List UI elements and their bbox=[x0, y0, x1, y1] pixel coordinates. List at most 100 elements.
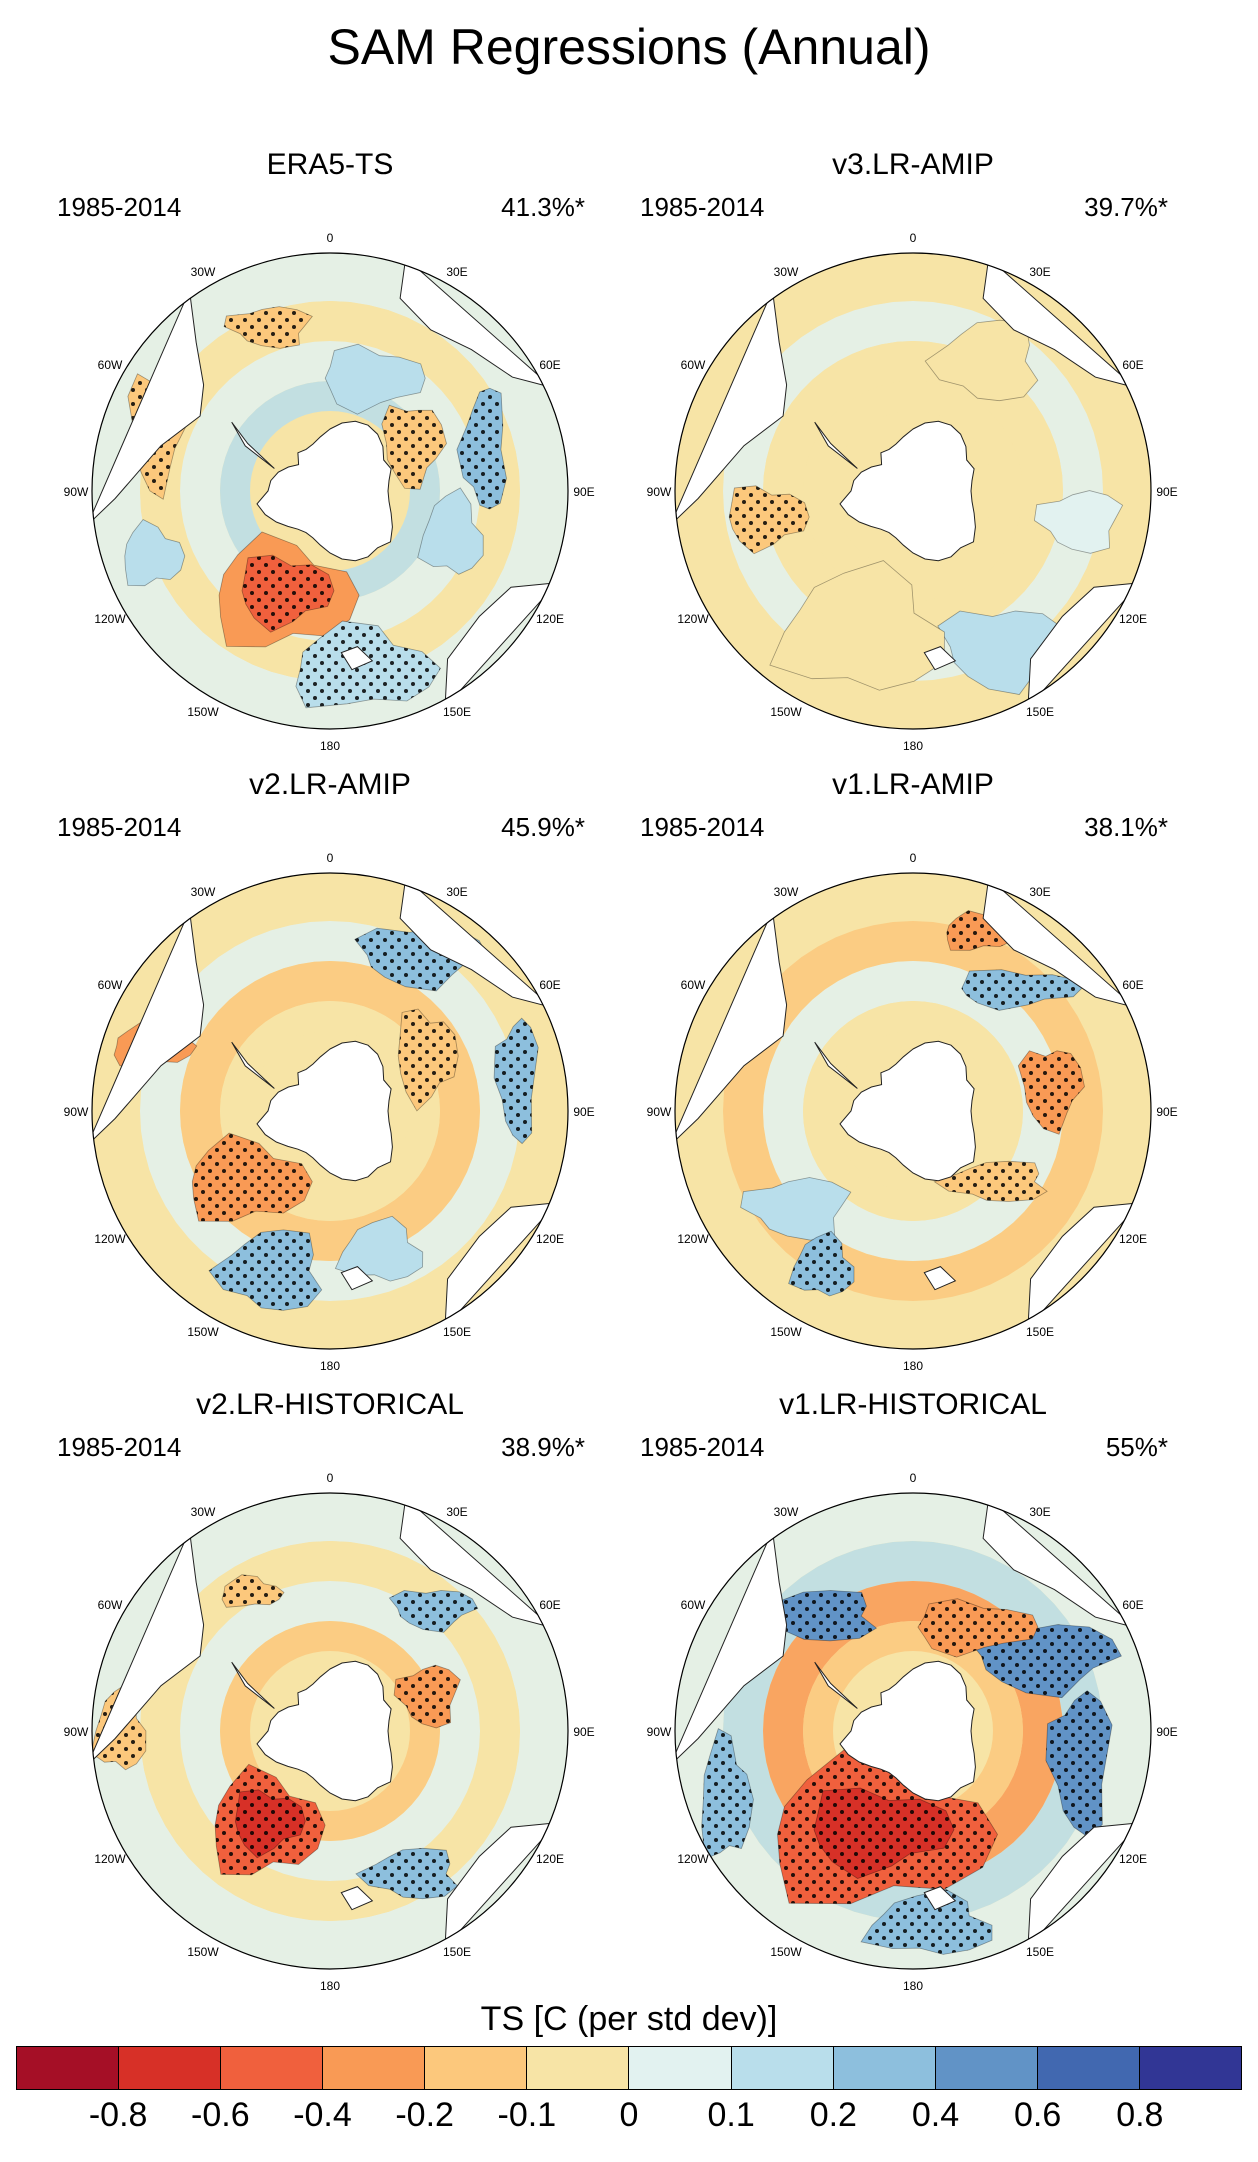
map-panel-era5: ERA5-TS 1985-2014 41.3%* 0 30E 60E 90E 120E 1… bbox=[45, 148, 615, 768]
longitude-label: 30E bbox=[446, 885, 467, 899]
longitude-label: 180 bbox=[320, 1359, 340, 1373]
longitude-label: 60E bbox=[539, 978, 560, 992]
longitude-label: 60E bbox=[1122, 358, 1143, 372]
longitude-label: 0 bbox=[327, 851, 334, 865]
significance-stipple bbox=[235, 1789, 306, 1858]
longitude-label: 90E bbox=[1156, 1105, 1177, 1119]
longitude-label: 150W bbox=[770, 705, 802, 719]
colorbar-tick-label: -0.2 bbox=[395, 2096, 454, 2134]
longitude-label: 30W bbox=[774, 1505, 799, 1519]
south-america-land bbox=[675, 288, 788, 526]
colorbar-tick-label: 0 bbox=[619, 2096, 639, 2134]
significance-stipple bbox=[701, 1728, 754, 1859]
colorbar-tick-label: 0.6 bbox=[1014, 2096, 1062, 2134]
antarctic-peninsula-land bbox=[814, 1661, 858, 1709]
polar-map: 0 30E 60E 90E 120E 150E 180 150W 120W 90W 60W 30W bbox=[647, 231, 1178, 753]
polar-map: 0 30E 60E 90E 120E 150E 180 150W 120W 90W 60W 30W bbox=[64, 851, 595, 1373]
significance-stipple bbox=[295, 621, 441, 708]
longitude-label: 120E bbox=[536, 1852, 564, 1866]
colorbar-tick-label: 0.2 bbox=[809, 2096, 857, 2134]
significance-stipple bbox=[1018, 1050, 1085, 1135]
significance-stipple bbox=[788, 1231, 854, 1296]
antarctica-land bbox=[839, 1660, 976, 1802]
new-zealand-land bbox=[340, 1886, 374, 1911]
panel-period: 1985-2014 bbox=[57, 812, 182, 842]
longitude-label: 150W bbox=[187, 705, 219, 719]
significance-stipple bbox=[224, 306, 313, 349]
anomaly-region bbox=[769, 560, 945, 691]
panel-period: 1985-2014 bbox=[640, 1432, 765, 1462]
colorbar-label: TS [C (per std dev)] bbox=[480, 2000, 778, 2038]
australia-land bbox=[444, 582, 559, 709]
south-america-land bbox=[675, 1528, 788, 1766]
panel-period: 1985-2014 bbox=[640, 192, 765, 222]
longitude-label: 30E bbox=[1029, 265, 1050, 279]
new-zealand-land bbox=[923, 646, 957, 671]
significance-stipple bbox=[456, 388, 507, 509]
colorbar-swatch bbox=[935, 2047, 1038, 2089]
significance-stipple bbox=[209, 1229, 322, 1311]
colorbar-swatch bbox=[1037, 2047, 1140, 2089]
panel-period: 1985-2014 bbox=[57, 192, 182, 222]
panel-variance: 38.1%* bbox=[1084, 812, 1168, 842]
antarctica-land bbox=[256, 1040, 393, 1182]
longitude-label: 30E bbox=[446, 265, 467, 279]
significance-stipple bbox=[961, 969, 1082, 1011]
south-america-land bbox=[675, 908, 788, 1146]
longitude-label: 90E bbox=[1156, 485, 1177, 499]
polar-map: 0 30E 60E 90E 120E 150E 180 150W 120W 90W 60W 30W bbox=[64, 231, 595, 753]
australia-land bbox=[444, 1822, 559, 1949]
longitude-label: 90W bbox=[647, 1105, 672, 1119]
australia-land bbox=[1027, 1202, 1142, 1329]
longitude-label: 90W bbox=[64, 1105, 89, 1119]
longitude-label: 120W bbox=[677, 612, 709, 626]
map-field bbox=[675, 1493, 1151, 1969]
longitude-label: 60E bbox=[1122, 1598, 1143, 1612]
map-panel-v1-historical: v1.LR-HISTORICAL 1985-2014 55%* 0 30E 60E 9… bbox=[628, 1388, 1198, 2008]
significance-stipple bbox=[389, 1590, 478, 1633]
longitude-label: 30E bbox=[1029, 1505, 1050, 1519]
antarctic-peninsula-land bbox=[231, 421, 275, 469]
longitude-label: 30W bbox=[774, 885, 799, 899]
longitude-label: 60W bbox=[681, 1598, 706, 1612]
panel-period: 1985-2014 bbox=[57, 1432, 182, 1462]
longitude-label: 90W bbox=[647, 485, 672, 499]
longitude-label: 120W bbox=[94, 1232, 126, 1246]
panel-title: v2.LR-HISTORICAL bbox=[196, 1388, 464, 1421]
map-field bbox=[92, 1493, 568, 1969]
longitude-label: 60E bbox=[1122, 978, 1143, 992]
map-panel-v1-amip: v1.LR-AMIP 1985-2014 38.1%* 0 30E 60E 90E 12… bbox=[628, 768, 1198, 1388]
map-field bbox=[675, 873, 1151, 1349]
longitude-label: 150W bbox=[187, 1325, 219, 1339]
longitude-label: 120E bbox=[1119, 612, 1147, 626]
colorbar-swatch bbox=[119, 2047, 222, 2089]
panel-variance: 39.7%* bbox=[1084, 192, 1168, 222]
colorbar-swatch bbox=[629, 2047, 732, 2089]
longitude-label: 180 bbox=[903, 739, 923, 753]
antarctica-land bbox=[839, 420, 976, 562]
longitude-label: 150W bbox=[187, 1945, 219, 1959]
new-zealand-land bbox=[340, 1266, 374, 1291]
longitude-label: 180 bbox=[903, 1979, 923, 1993]
map-panel-v2-amip: v2.LR-AMIP 1985-2014 45.9%* 0 30E 60E 90E 12… bbox=[45, 768, 615, 1388]
antarctica-land bbox=[256, 420, 393, 562]
longitude-label: 120W bbox=[677, 1852, 709, 1866]
longitude-label: 150E bbox=[443, 1325, 471, 1339]
map-boundary bbox=[674, 252, 1152, 730]
longitude-label: 150E bbox=[1026, 1325, 1054, 1339]
australia-land bbox=[444, 1202, 559, 1329]
longitude-label: 120E bbox=[1119, 1232, 1147, 1246]
longitude-label: 60E bbox=[539, 358, 560, 372]
longitude-label: 150E bbox=[443, 705, 471, 719]
map-boundary bbox=[91, 252, 569, 730]
colorbar bbox=[16, 2046, 1242, 2090]
longitude-label: 30W bbox=[191, 885, 216, 899]
longitude-label: 90E bbox=[573, 485, 594, 499]
colorbar-swatch bbox=[731, 2047, 834, 2089]
panel-variance: 41.3%* bbox=[501, 192, 585, 222]
south-america-land bbox=[92, 908, 205, 1146]
significance-stipple bbox=[861, 1889, 992, 1955]
colorbar-tick-label: 0.8 bbox=[1116, 2096, 1164, 2134]
longitude-label: 150W bbox=[770, 1325, 802, 1339]
significance-stipple bbox=[394, 1665, 461, 1728]
